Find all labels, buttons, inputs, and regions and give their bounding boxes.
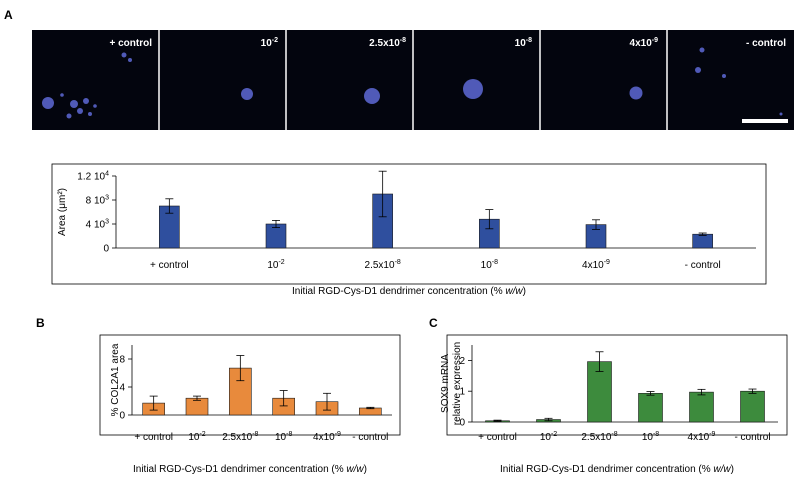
y-tick-label: 0 (103, 244, 109, 255)
chart-frame (99, 334, 401, 436)
y-axis-label: Area (μm²) (57, 188, 68, 236)
col2a1-bar-chart: 0 4 8 + control 10-2 2.5x10-8 10-8 4x10-9 - cont… (99, 334, 401, 475)
y-tick-label: 4 (119, 383, 125, 394)
chart-frame (446, 334, 788, 436)
x-tick-label: 10-8 (275, 431, 292, 443)
x-tick-label: 2.5x10-8 (365, 259, 401, 271)
y-tick-label: 0 (119, 411, 125, 422)
micrograph-label-2.5e-8: 2.5x10-8 (369, 37, 406, 49)
cell-cluster (60, 93, 64, 97)
bar (689, 391, 714, 423)
y-axis-label: % COL2A1 area (110, 343, 121, 416)
panel-c-letter: C (429, 316, 438, 330)
x-tick-label: 2.5x10-8 (581, 431, 617, 443)
x-axis-label: Initial RGD-Cys-D1 dendrimer concentrati… (500, 464, 734, 475)
cell-cluster (121, 52, 127, 58)
cell-cluster (629, 86, 643, 100)
x-tick-label: 4x10-9 (688, 431, 716, 443)
cell-cluster (88, 112, 92, 116)
bar (638, 393, 663, 423)
cell-cluster (722, 74, 726, 78)
cell-cluster (77, 108, 83, 114)
micrograph-label-pos-control: + control (109, 38, 152, 49)
y-tick-label: 8 103 (86, 195, 109, 207)
micrograph-label-1e-8: 10-8 (515, 37, 532, 49)
x-tick-label: - control (685, 260, 721, 271)
cell-cluster (66, 113, 72, 119)
chart-frame (51, 163, 767, 285)
cell-cluster (463, 79, 483, 99)
cell-cluster (42, 97, 54, 109)
cell-cluster (699, 47, 705, 53)
x-tick-label: + control (150, 260, 189, 271)
x-tick-label: 10-2 (540, 431, 557, 443)
panel-b-letter: B (36, 316, 45, 330)
cell-cluster (241, 88, 253, 100)
area-bar-chart: 0 4 103 8 103 1.2 104 + control 10-2 2.5x10-8 1… (51, 163, 767, 297)
bar (740, 390, 765, 423)
y-tick-label: 8 (119, 355, 125, 366)
y-axis-label: SOX9 mRNArelative expression (440, 342, 463, 425)
x-tick-label: 10-8 (642, 431, 659, 443)
bar (692, 233, 713, 249)
x-tick-label: 10-2 (267, 259, 284, 271)
cell-cluster (83, 98, 89, 104)
x-tick-label: 10-8 (481, 259, 498, 271)
x-axis-label: Initial RGD-Cys-D1 dendrimer concentrati… (292, 286, 526, 297)
y-tick-label: 2 (459, 356, 465, 367)
panel-a-letter: A (4, 8, 13, 22)
sox9-bar-chart: 0 1 2 + control 10-2 2.5x10-8 10-8 4x10-9 - cont… (440, 334, 788, 475)
cell-cluster (695, 67, 701, 73)
x-tick-label: 4x10-9 (313, 431, 341, 443)
scale-bar (742, 119, 788, 123)
x-tick-label: 10-2 (188, 431, 205, 443)
micrograph-label-1e-2: 10-2 (261, 37, 278, 49)
x-tick-label: - control (734, 432, 770, 443)
x-tick-label: - control (352, 432, 388, 443)
micrograph-strip: + control 10-2 2.5x10-8 10-8 4x10-9 - co… (32, 30, 794, 130)
bar (185, 397, 209, 416)
cell-cluster (93, 104, 97, 108)
cell-clusters (42, 47, 783, 119)
y-tick-label: 4 103 (86, 219, 109, 231)
micrograph-label-4e-9: 4x10-9 (630, 37, 659, 49)
cell-cluster (128, 58, 132, 62)
y-tick-label: 1.2 104 (77, 171, 109, 183)
x-tick-label: 2.5x10-8 (222, 431, 258, 443)
y-tick-label: 0 (459, 418, 465, 429)
x-axis-label: Initial RGD-Cys-D1 dendrimer concentrati… (133, 464, 367, 475)
x-tick-label: 4x10-9 (582, 259, 610, 271)
micrograph-label-neg-control: - control (746, 38, 786, 49)
x-tick-label: + control (134, 432, 173, 443)
cell-cluster (779, 112, 783, 116)
cell-cluster (70, 100, 78, 108)
x-tick-label: + control (478, 432, 517, 443)
cell-cluster (364, 88, 380, 104)
y-tick-label: 1 (459, 387, 465, 398)
